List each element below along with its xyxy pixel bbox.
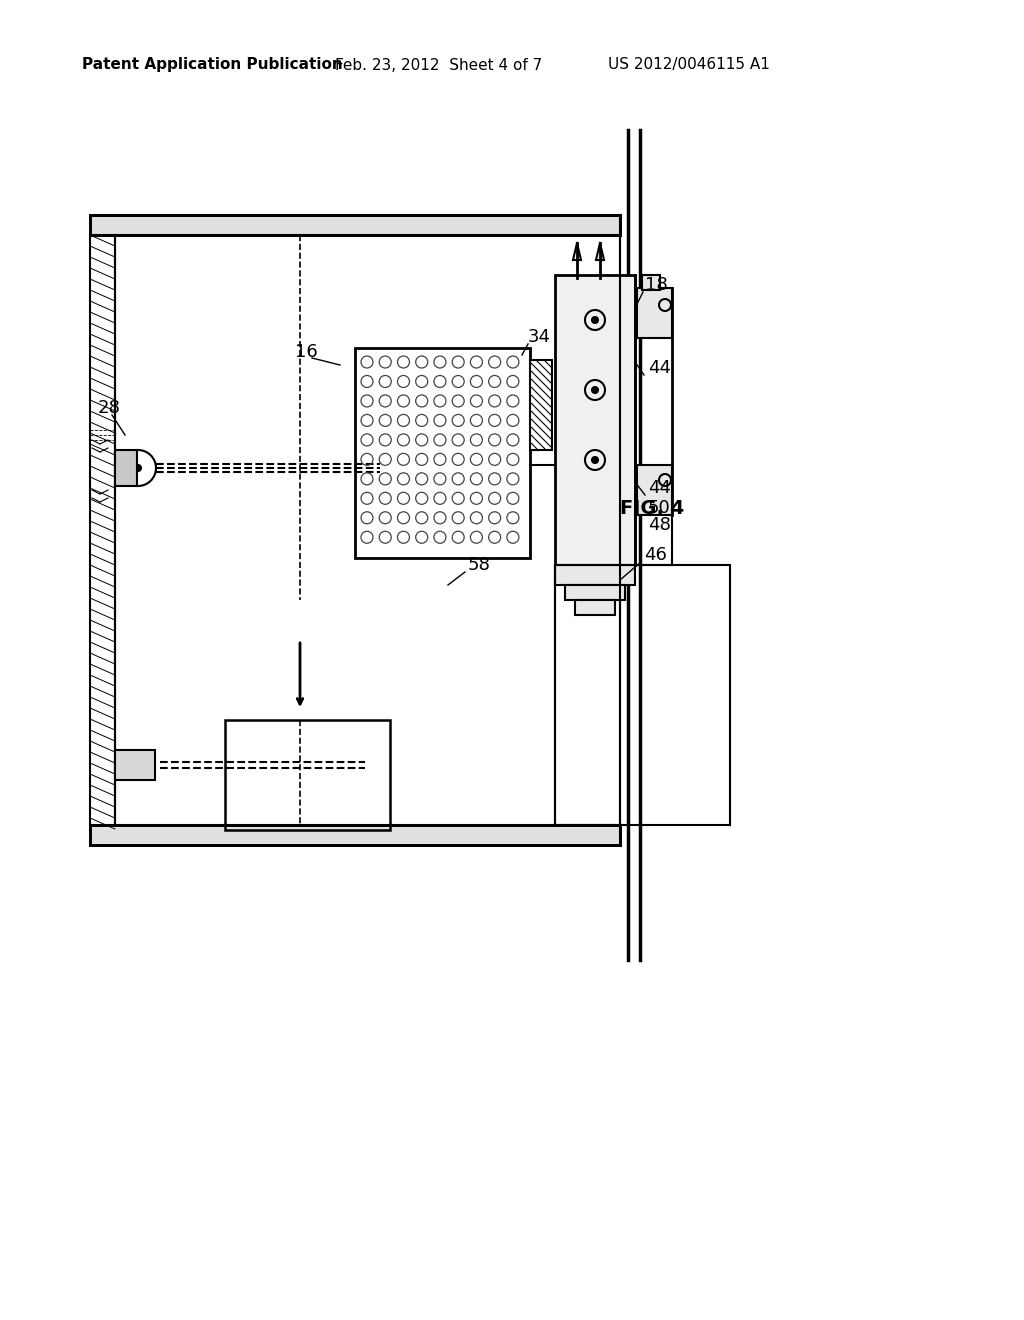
Circle shape — [135, 465, 141, 471]
Circle shape — [592, 317, 598, 323]
Text: US 2012/0046115 A1: US 2012/0046115 A1 — [608, 58, 770, 73]
Bar — [90, 215, 620, 235]
Circle shape — [592, 457, 598, 463]
Text: 50: 50 — [648, 499, 671, 517]
Bar — [530, 360, 552, 450]
Bar — [90, 825, 620, 845]
Bar — [637, 288, 672, 338]
Text: 44: 44 — [648, 359, 671, 378]
Circle shape — [592, 387, 598, 393]
Text: 28: 28 — [98, 399, 121, 417]
Bar — [555, 565, 730, 825]
Bar — [115, 450, 137, 486]
Text: Feb. 23, 2012  Sheet 4 of 7: Feb. 23, 2012 Sheet 4 of 7 — [335, 58, 543, 73]
Bar — [642, 275, 660, 290]
Bar — [225, 719, 390, 830]
Text: 44: 44 — [648, 479, 671, 498]
Bar — [575, 601, 615, 615]
Bar — [565, 585, 625, 601]
Text: 48: 48 — [648, 516, 671, 535]
Bar — [90, 235, 115, 825]
Text: 16: 16 — [295, 343, 317, 360]
Text: 46: 46 — [644, 546, 667, 564]
Text: Patent Application Publication: Patent Application Publication — [82, 58, 343, 73]
Text: FIG. 4: FIG. 4 — [620, 499, 684, 517]
Bar — [555, 565, 635, 585]
Text: 18: 18 — [645, 276, 668, 294]
Text: 58: 58 — [468, 556, 490, 574]
Bar — [90, 215, 620, 235]
Bar — [555, 275, 635, 565]
Bar — [115, 750, 155, 780]
Bar — [115, 235, 620, 825]
Text: 34: 34 — [528, 327, 551, 346]
Bar — [355, 348, 530, 558]
Bar — [637, 465, 672, 515]
Bar — [90, 825, 620, 845]
